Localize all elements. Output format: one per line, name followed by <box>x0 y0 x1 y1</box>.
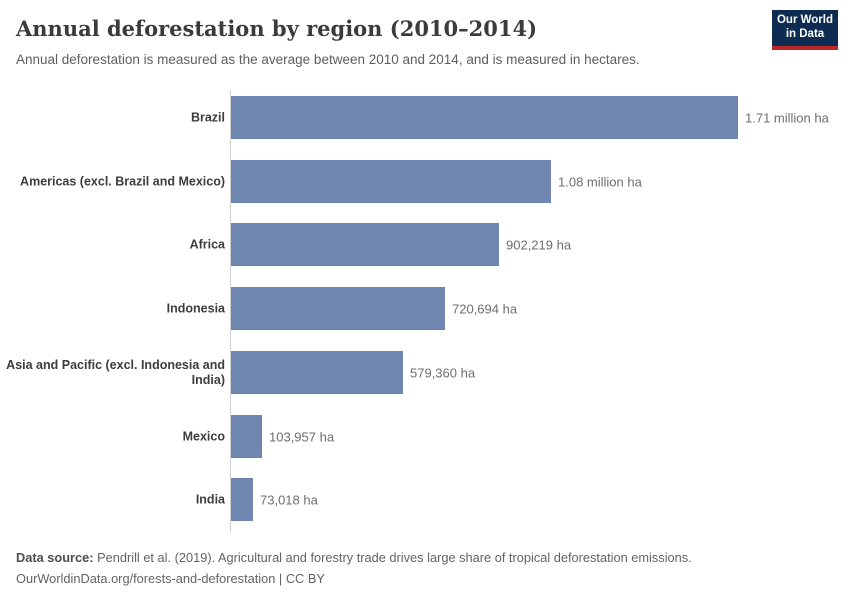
category-label: Americas (excl. Brazil and Mexico) <box>20 174 225 188</box>
category-label: Asia and Pacific (excl. Indonesia and In… <box>6 357 225 387</box>
chart-row: Asia and Pacific (excl. Indonesia and In… <box>0 351 850 394</box>
y-axis-line <box>230 90 231 532</box>
bar-africa[interactable] <box>231 223 499 266</box>
value-label: 1.08 million ha <box>558 174 642 189</box>
owid-logo: Our World in Data <box>772 10 838 50</box>
footer-link-line: OurWorldinData.org/forests-and-deforesta… <box>16 571 325 586</box>
bar-india[interactable] <box>231 478 253 521</box>
data-source-text: Pendrill et al. (2019). Agricultural and… <box>93 550 692 565</box>
chart-subtitle: Annual deforestation is measured as the … <box>16 52 640 67</box>
chart-row: Americas (excl. Brazil and Mexico) 1.08 … <box>0 160 850 203</box>
chart-row: Indonesia 720,694 ha <box>0 287 850 330</box>
page-title: Annual deforestation by region (2010–201… <box>16 16 538 41</box>
chart-row: Brazil 1.71 million ha <box>0 96 850 139</box>
chart-row: Mexico 103,957 ha <box>0 415 850 458</box>
bar-asia-pacific[interactable] <box>231 351 403 394</box>
category-label: India <box>195 492 225 506</box>
value-label: 720,694 ha <box>452 301 518 316</box>
owid-logo-line2: in Data <box>785 28 825 40</box>
category-label: Africa <box>189 237 225 251</box>
category-label: Mexico <box>182 429 225 443</box>
value-label: 73,018 ha <box>260 492 318 507</box>
bar-mexico[interactable] <box>231 415 262 458</box>
chart-row: Africa 902,219 ha <box>0 223 850 266</box>
bar-americas[interactable] <box>231 160 551 203</box>
chart-row: India 73,018 ha <box>0 478 850 521</box>
value-label: 1.71 million ha <box>745 110 829 125</box>
value-label: 579,360 ha <box>410 365 476 380</box>
data-source-label: Data source: <box>16 550 94 565</box>
footer: Data source: Pendrill et al. (2019). Agr… <box>16 547 836 589</box>
bar-brazil[interactable] <box>231 96 738 139</box>
category-label: Indonesia <box>166 301 225 315</box>
value-label: 103,957 ha <box>269 429 335 444</box>
bar-chart: Brazil 1.71 million ha Americas (excl. B… <box>0 90 850 535</box>
value-label: 902,219 ha <box>506 237 572 252</box>
category-label: Brazil <box>190 110 225 124</box>
bar-indonesia[interactable] <box>231 287 445 330</box>
owid-logo-line1: Our World <box>776 14 833 26</box>
